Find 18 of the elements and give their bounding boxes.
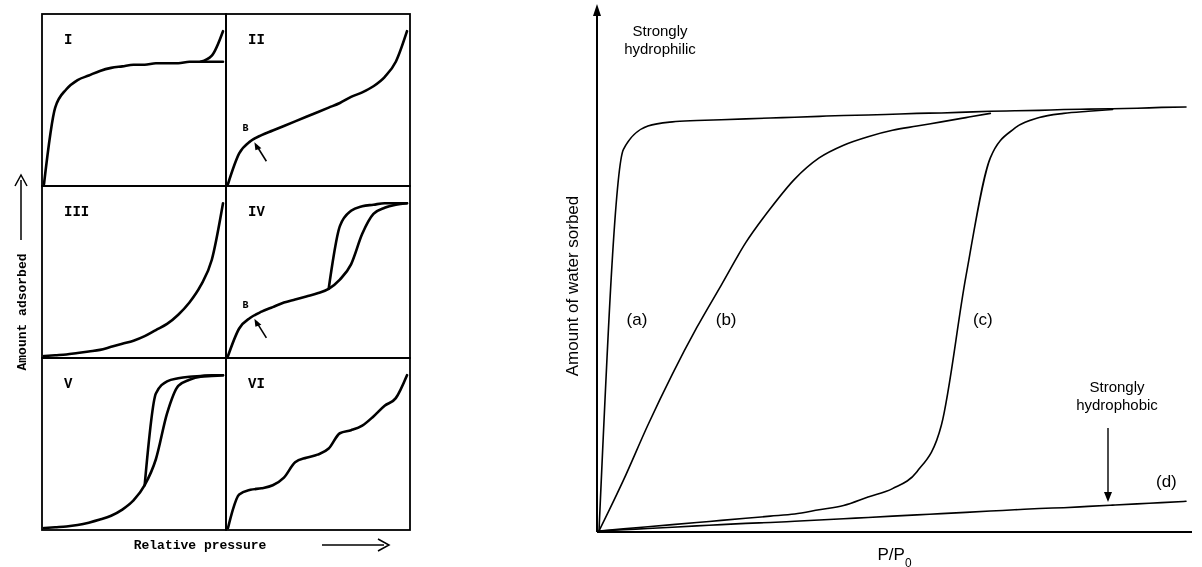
y-axis-title: Amount of water sorbed [563, 195, 582, 377]
chart-title: V [64, 376, 73, 392]
chart-title: III [64, 204, 90, 220]
annotation: Strongly hydrophobic [1076, 378, 1159, 413]
series-label: (a) [626, 310, 648, 329]
series-label: (d) [1156, 472, 1177, 492]
series-label: (c) [972, 310, 993, 329]
text: Strongly hydrophilic [624, 22, 697, 57]
chart-title: I [64, 32, 73, 48]
annotation: B [242, 123, 249, 135]
chart-title: II [248, 32, 265, 48]
x-axis-title: P/P$_{0}$ [877, 545, 912, 567]
series-label: (b) [715, 310, 737, 329]
annotation: B [242, 299, 249, 311]
chart-title: IV [248, 204, 266, 220]
y-axis-title: Amount adsorbed [15, 253, 30, 371]
x-axis-title: Relative pressure [133, 538, 267, 553]
chart-title: VI [248, 376, 265, 392]
